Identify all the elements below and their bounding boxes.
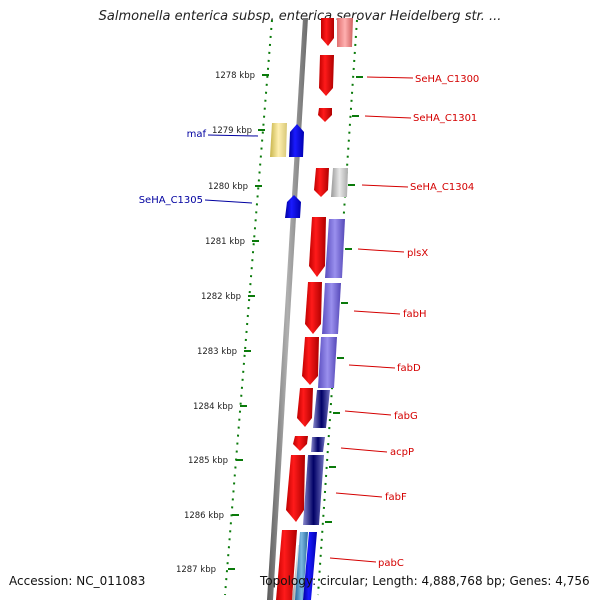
right-gene-labels: SeHA_C1300 SeHA_C1301 SeHA_C1304 plsX fa…: [378, 74, 479, 569]
gene-label[interactable]: fabD: [397, 363, 421, 374]
gene-label[interactable]: fabG: [394, 411, 418, 422]
map-title: Salmonella enterica subsp. enterica sero…: [98, 9, 502, 24]
gene-label[interactable]: SeHA_C1300: [415, 74, 479, 85]
scale-tick-labels: 1278 kbp 1279 kbp 1280 kbp 1281 kbp 1282…: [176, 71, 255, 575]
gene-arrow[interactable]: [303, 455, 324, 525]
tick-label: 1279 kbp: [212, 126, 252, 136]
gene-arrow-sehac1305[interactable]: [285, 195, 301, 218]
left-dotted-guide: [224, 19, 273, 596]
gene-arrow[interactable]: [318, 337, 337, 388]
scale-ticks: [228, 74, 363, 570]
gene-arrow[interactable]: [325, 219, 345, 278]
gene-arrow[interactable]: [321, 18, 334, 46]
genome-backbone: [267, 18, 308, 600]
gene-arrow[interactable]: [276, 530, 297, 600]
gene-arrow[interactable]: [302, 337, 319, 385]
gene-arrow[interactable]: [322, 283, 341, 334]
tick-label: 1287 kbp: [176, 565, 216, 575]
tick-label: 1286 kbp: [184, 511, 224, 521]
gene-label[interactable]: fabH: [403, 309, 427, 320]
gene-arrow[interactable]: [331, 168, 348, 197]
gene-label[interactable]: SeHA_C1304: [410, 182, 474, 193]
gene-label[interactable]: SeHA_C1301: [413, 113, 477, 124]
tick-label: 1281 kbp: [205, 237, 245, 247]
reverse-strand-genes: [270, 123, 304, 218]
accession-text: Accession: NC_011083: [9, 574, 146, 588]
tick-label: 1285 kbp: [188, 456, 228, 466]
gene-arrow[interactable]: [286, 455, 305, 522]
gene-arrow[interactable]: [295, 532, 308, 600]
gene-arrow[interactable]: [319, 55, 334, 96]
left-leader-lines: [204, 134, 259, 204]
gene-arrow[interactable]: [314, 168, 329, 197]
gene-arrow-maf[interactable]: [289, 124, 304, 157]
gene-arrow[interactable]: [297, 388, 313, 427]
tick-label: 1283 kbp: [197, 347, 237, 357]
gene-arrow[interactable]: [303, 532, 317, 600]
gene-arrow-yellow[interactable]: [270, 123, 287, 157]
gene-arrow[interactable]: [293, 436, 308, 451]
tick-label: 1280 kbp: [208, 182, 248, 192]
gene-label[interactable]: pabC: [378, 558, 404, 569]
gene-arrow[interactable]: [337, 18, 353, 47]
gene-arrow[interactable]: [313, 390, 330, 428]
gene-arrow[interactable]: [305, 282, 322, 334]
left-gene-labels: maf SeHA_C1305: [139, 129, 207, 206]
right-leader-lines: [329, 76, 414, 563]
tick-label: 1284 kbp: [193, 402, 233, 412]
topology-text: Topology: circular; Length: 4,888,768 bp…: [260, 574, 590, 588]
gene-arrow[interactable]: [309, 217, 326, 277]
gene-arrow[interactable]: [311, 437, 325, 452]
gene-label[interactable]: SeHA_C1305: [139, 195, 203, 206]
tick-label: 1278 kbp: [215, 71, 255, 81]
tick-label: 1282 kbp: [201, 292, 241, 302]
gene-label[interactable]: acpP: [390, 447, 414, 458]
gene-arrow[interactable]: [318, 108, 332, 122]
gene-label[interactable]: fabF: [385, 492, 407, 503]
gene-label[interactable]: plsX: [407, 248, 428, 259]
gene-label[interactable]: maf: [187, 129, 207, 140]
forward-strand-genes: [276, 18, 353, 600]
